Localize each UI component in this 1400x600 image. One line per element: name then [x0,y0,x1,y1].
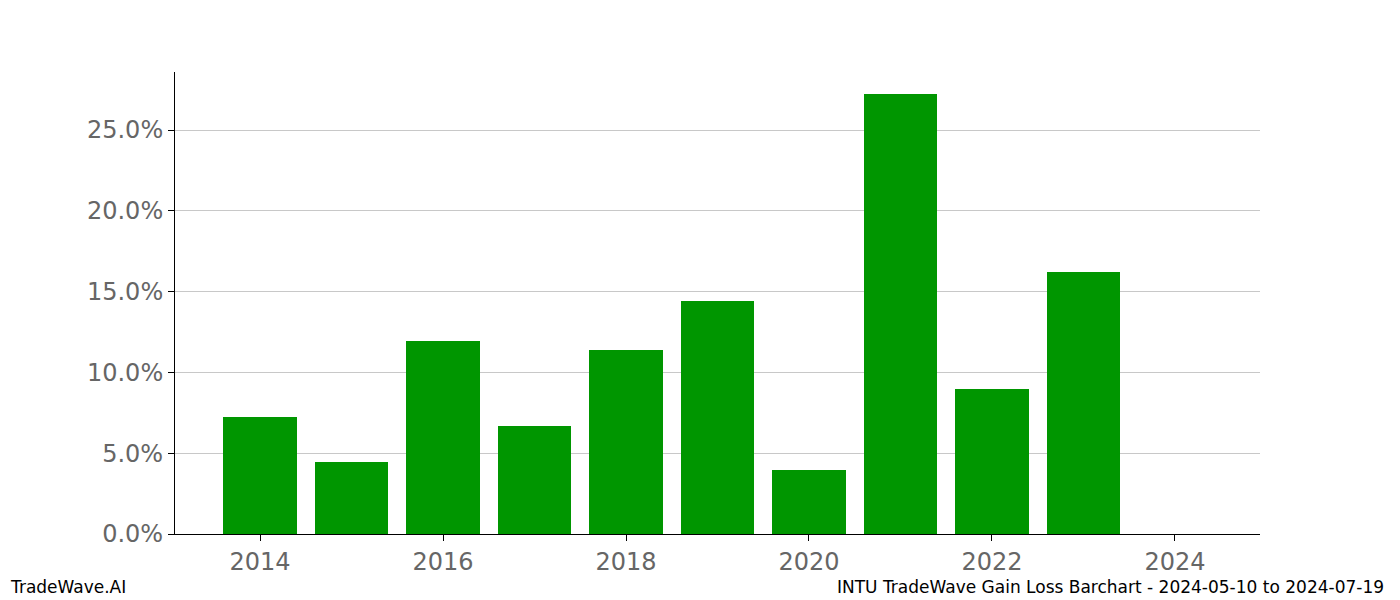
svg-text:25.0%: 25.0% [87,116,163,144]
svg-text:2014: 2014 [230,548,291,576]
svg-text:2022: 2022 [961,548,1022,576]
svg-text:5.0%: 5.0% [102,440,163,468]
svg-text:TradeWave.AI: TradeWave.AI [10,577,126,597]
svg-text:0.0%: 0.0% [102,520,163,548]
svg-text:INTU TradeWave Gain Loss Barch: INTU TradeWave Gain Loss Barchart - 2024… [837,577,1384,597]
svg-text:2018: 2018 [595,548,656,576]
svg-text:2024: 2024 [1144,548,1205,576]
svg-text:15.0%: 15.0% [87,278,163,306]
svg-text:20.0%: 20.0% [87,197,163,225]
svg-text:2020: 2020 [778,548,839,576]
svg-text:2016: 2016 [413,548,474,576]
svg-text:10.0%: 10.0% [87,359,163,387]
